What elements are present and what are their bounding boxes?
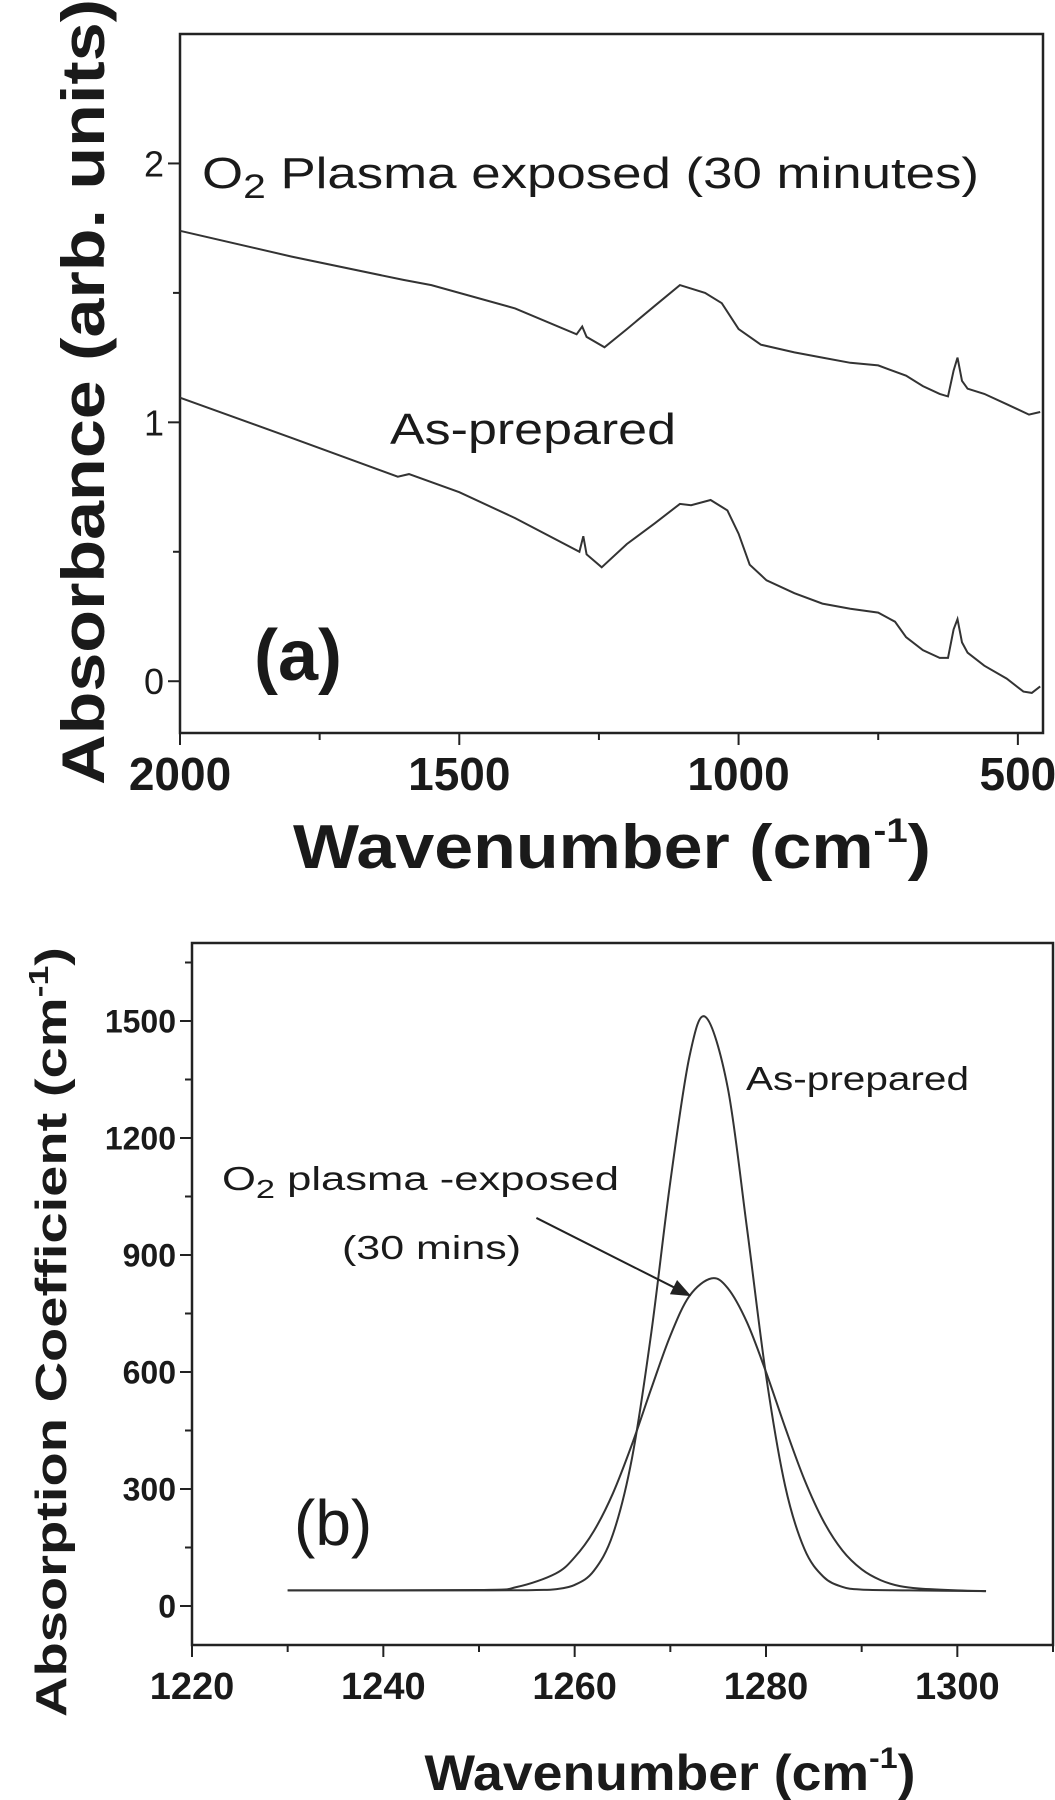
x-tick-label: 1280 [724,1666,809,1708]
plot-frame-b [190,941,1055,1647]
series-line-b-2 [287,1277,987,1593]
x-tick-label: 500 [979,748,1055,800]
annotation-as-prepared-b: As-prepared [746,1060,969,1097]
panel-label-a: (a) [254,616,342,696]
x-axis-label-a: Wavenumber (cm -1) [293,812,931,882]
y-tick-label: 2 [144,143,164,184]
series-line-b-1 [287,1015,987,1593]
y-tick-label: 900 [123,1238,176,1274]
x-tick-label: 2000 [129,748,231,800]
y-tick-label: 1 [144,402,164,443]
y-tick-label: 0 [158,1589,176,1625]
y-tick-label: 0 [144,661,164,702]
y-axis-label-a: Absorbance (arb. units) [50,0,117,785]
x-axis-label-b: Wavenumber (cm -1) [424,1742,915,1800]
plot-frame-a [178,32,1045,735]
panel-b: 1220 1240 1260 1280 1300 0 300 600 900 1200 1500 A… [23,941,1055,1800]
y-tick-label: 300 [123,1472,176,1508]
ticks-b: 1220 1240 1260 1280 1300 0 300 600 900 1200 1500 [105,961,1054,1708]
series-line-a-1 [179,229,1041,416]
series-b [287,1015,987,1593]
x-tick-label: 1240 [341,1666,426,1708]
panel-label-b: (b) [294,1487,372,1559]
series-line-a-2 [179,396,1041,694]
y-tick-label: 600 [123,1355,176,1391]
y-axis-label-b: Absorption Coefficient (cm-1) [23,947,76,1717]
y-tick-label: 1200 [105,1121,176,1157]
ticks-a: 2000 1500 1000 500 0 1 2 [129,143,1055,800]
x-tick-label: 1300 [915,1666,1000,1708]
series-a [179,229,1041,694]
x-tick-label: 1220 [150,1666,235,1708]
x-tick-label: 1000 [687,748,789,800]
x-tick-label: 1500 [408,748,510,800]
annotation-as-prepared-a: As-prepared [390,405,676,454]
y-tick-label: 1500 [105,1004,176,1040]
annotation-30-mins-b: (30 mins) [342,1229,521,1266]
annotation-arrow [535,1217,692,1297]
x-tick-label: 1260 [532,1666,617,1708]
